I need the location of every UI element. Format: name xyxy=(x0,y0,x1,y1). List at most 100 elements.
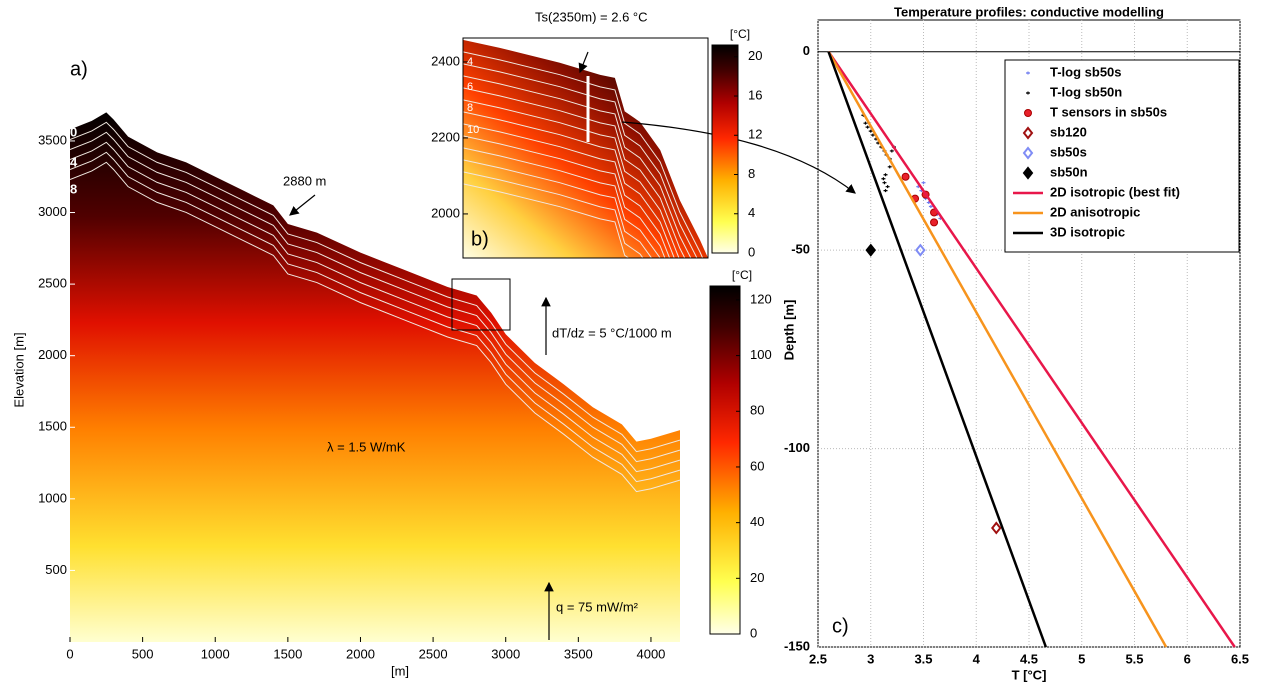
legend-swatch xyxy=(1026,91,1030,95)
isotherm xyxy=(70,141,680,473)
x-axis-label: T [°C] xyxy=(1012,667,1047,682)
colorbar xyxy=(711,44,739,254)
x-tick-label: 4.5 xyxy=(1020,651,1038,666)
data-point xyxy=(885,185,890,189)
x-tick-label: 3.5 xyxy=(914,651,932,666)
line xyxy=(827,51,1236,648)
colorbar-tick-label: 120 xyxy=(750,291,772,306)
isotherm xyxy=(70,151,680,483)
isotherm-label: 0 xyxy=(70,124,77,139)
colorbar-tick-label: 0 xyxy=(750,625,757,640)
isotherm xyxy=(463,99,680,258)
legend-label: T-log sb50n xyxy=(1050,84,1122,99)
legend-swatch xyxy=(1022,146,1034,160)
x-tick-label: 5 xyxy=(1078,651,1085,666)
isotherm-label: 4 xyxy=(70,154,78,169)
x-tick-label: 3 xyxy=(867,651,874,666)
x-tick-label: 1500 xyxy=(273,646,302,661)
y-tick-label: 2000 xyxy=(38,347,67,362)
panel-label: b) xyxy=(471,228,489,250)
arrow xyxy=(578,51,589,74)
x-tick-label: 4000 xyxy=(636,646,665,661)
x-tick-label: 6 xyxy=(1184,651,1191,666)
isotherm-label: 10 xyxy=(467,124,479,136)
isotherm xyxy=(463,159,653,258)
data-point xyxy=(915,243,926,257)
y-tick-label: 3500 xyxy=(38,132,67,147)
data-point xyxy=(881,177,886,181)
x-tick-label: 2000 xyxy=(346,646,375,661)
x-tick-label: 3000 xyxy=(491,646,520,661)
x-tick-label: 500 xyxy=(132,646,154,661)
y-tick-label: 1500 xyxy=(38,419,67,434)
isotherm xyxy=(463,135,666,258)
colorbar xyxy=(709,285,741,635)
colorbar-unit: [°C] xyxy=(730,27,750,41)
data-point xyxy=(883,173,888,177)
panel-label: a) xyxy=(70,58,88,80)
isotherm xyxy=(463,171,644,258)
isotherm xyxy=(70,121,680,453)
data-point xyxy=(887,165,892,169)
colorbar-tick-label: 12 xyxy=(748,127,762,142)
colorbar-tick-label: 16 xyxy=(748,87,762,102)
x-tick-label: 1000 xyxy=(201,646,230,661)
isotherm xyxy=(463,183,630,258)
legend-label: 2D anisotropic xyxy=(1050,204,1140,219)
colorbar-tick-label: 40 xyxy=(750,514,764,529)
colorbar-tick-label: 60 xyxy=(750,458,764,473)
legend-label: sb50s xyxy=(1050,144,1087,159)
legend-label: T sensors in sb50s xyxy=(1050,104,1167,119)
y-tick-label: 2500 xyxy=(38,276,67,291)
annotation: dT/dz = 5 °C/1000 m xyxy=(552,325,672,340)
x-tick-label: 2.5 xyxy=(809,651,827,666)
chart-title: Temperature profiles: conductive modelli… xyxy=(894,4,1164,19)
isotherm xyxy=(463,147,661,258)
x-tick-label: 5.5 xyxy=(1125,651,1143,666)
y-tick-label: -100 xyxy=(784,440,810,455)
legend-label: 2D isotropic (best fit) xyxy=(1050,184,1180,199)
colorbar-tick-label: 0 xyxy=(748,244,755,259)
isotherm xyxy=(70,161,680,493)
legend-swatch xyxy=(1022,126,1034,140)
legend-swatch xyxy=(1024,109,1032,117)
y-axis-label: Depth [m] xyxy=(781,300,796,361)
data-point xyxy=(868,129,873,133)
data-point xyxy=(928,205,933,209)
x-tick-label: 2500 xyxy=(419,646,448,661)
inset-box xyxy=(451,278,511,331)
isotherm xyxy=(70,131,680,463)
data-point xyxy=(883,189,888,193)
isotherm-label: 8 xyxy=(467,102,473,114)
temperature-field xyxy=(70,112,680,642)
colorbar-tick-label: 20 xyxy=(750,570,764,585)
y-tick-label: 0 xyxy=(803,43,810,58)
annotation: q = 75 mW/m² xyxy=(556,599,639,614)
colorbar-tick-label: 8 xyxy=(748,166,755,181)
isotherm-label: 4 xyxy=(467,56,473,68)
isotherm xyxy=(463,123,671,258)
colorbar-tick-label: 100 xyxy=(750,347,772,362)
x-tick-label: 3500 xyxy=(564,646,593,661)
data-point xyxy=(930,218,939,227)
x-tick-label: 4 xyxy=(973,651,981,666)
data-point xyxy=(991,521,1002,535)
isotherm xyxy=(463,51,704,258)
annotation: Ts(2350m) = 2.6 °C xyxy=(535,9,648,24)
arrow xyxy=(621,121,856,194)
legend-label: T-log sb50s xyxy=(1050,64,1122,79)
colorbar-tick-label: 20 xyxy=(748,48,762,63)
colorbar-unit: [°C] xyxy=(732,268,752,282)
y-tick-label: 2200 xyxy=(431,129,460,144)
y-tick-label: -50 xyxy=(791,242,810,257)
y-tick-label: 1000 xyxy=(38,490,67,505)
y-tick-label: 500 xyxy=(45,562,67,577)
data-point xyxy=(863,121,868,125)
y-tick-label: 2400 xyxy=(431,53,460,68)
colorbar-tick-label: 80 xyxy=(750,403,764,418)
isotherm-label: 8 xyxy=(70,181,77,196)
colorbar-tick-label: 4 xyxy=(748,205,755,220)
arrow xyxy=(289,194,316,216)
data-point xyxy=(921,181,926,185)
